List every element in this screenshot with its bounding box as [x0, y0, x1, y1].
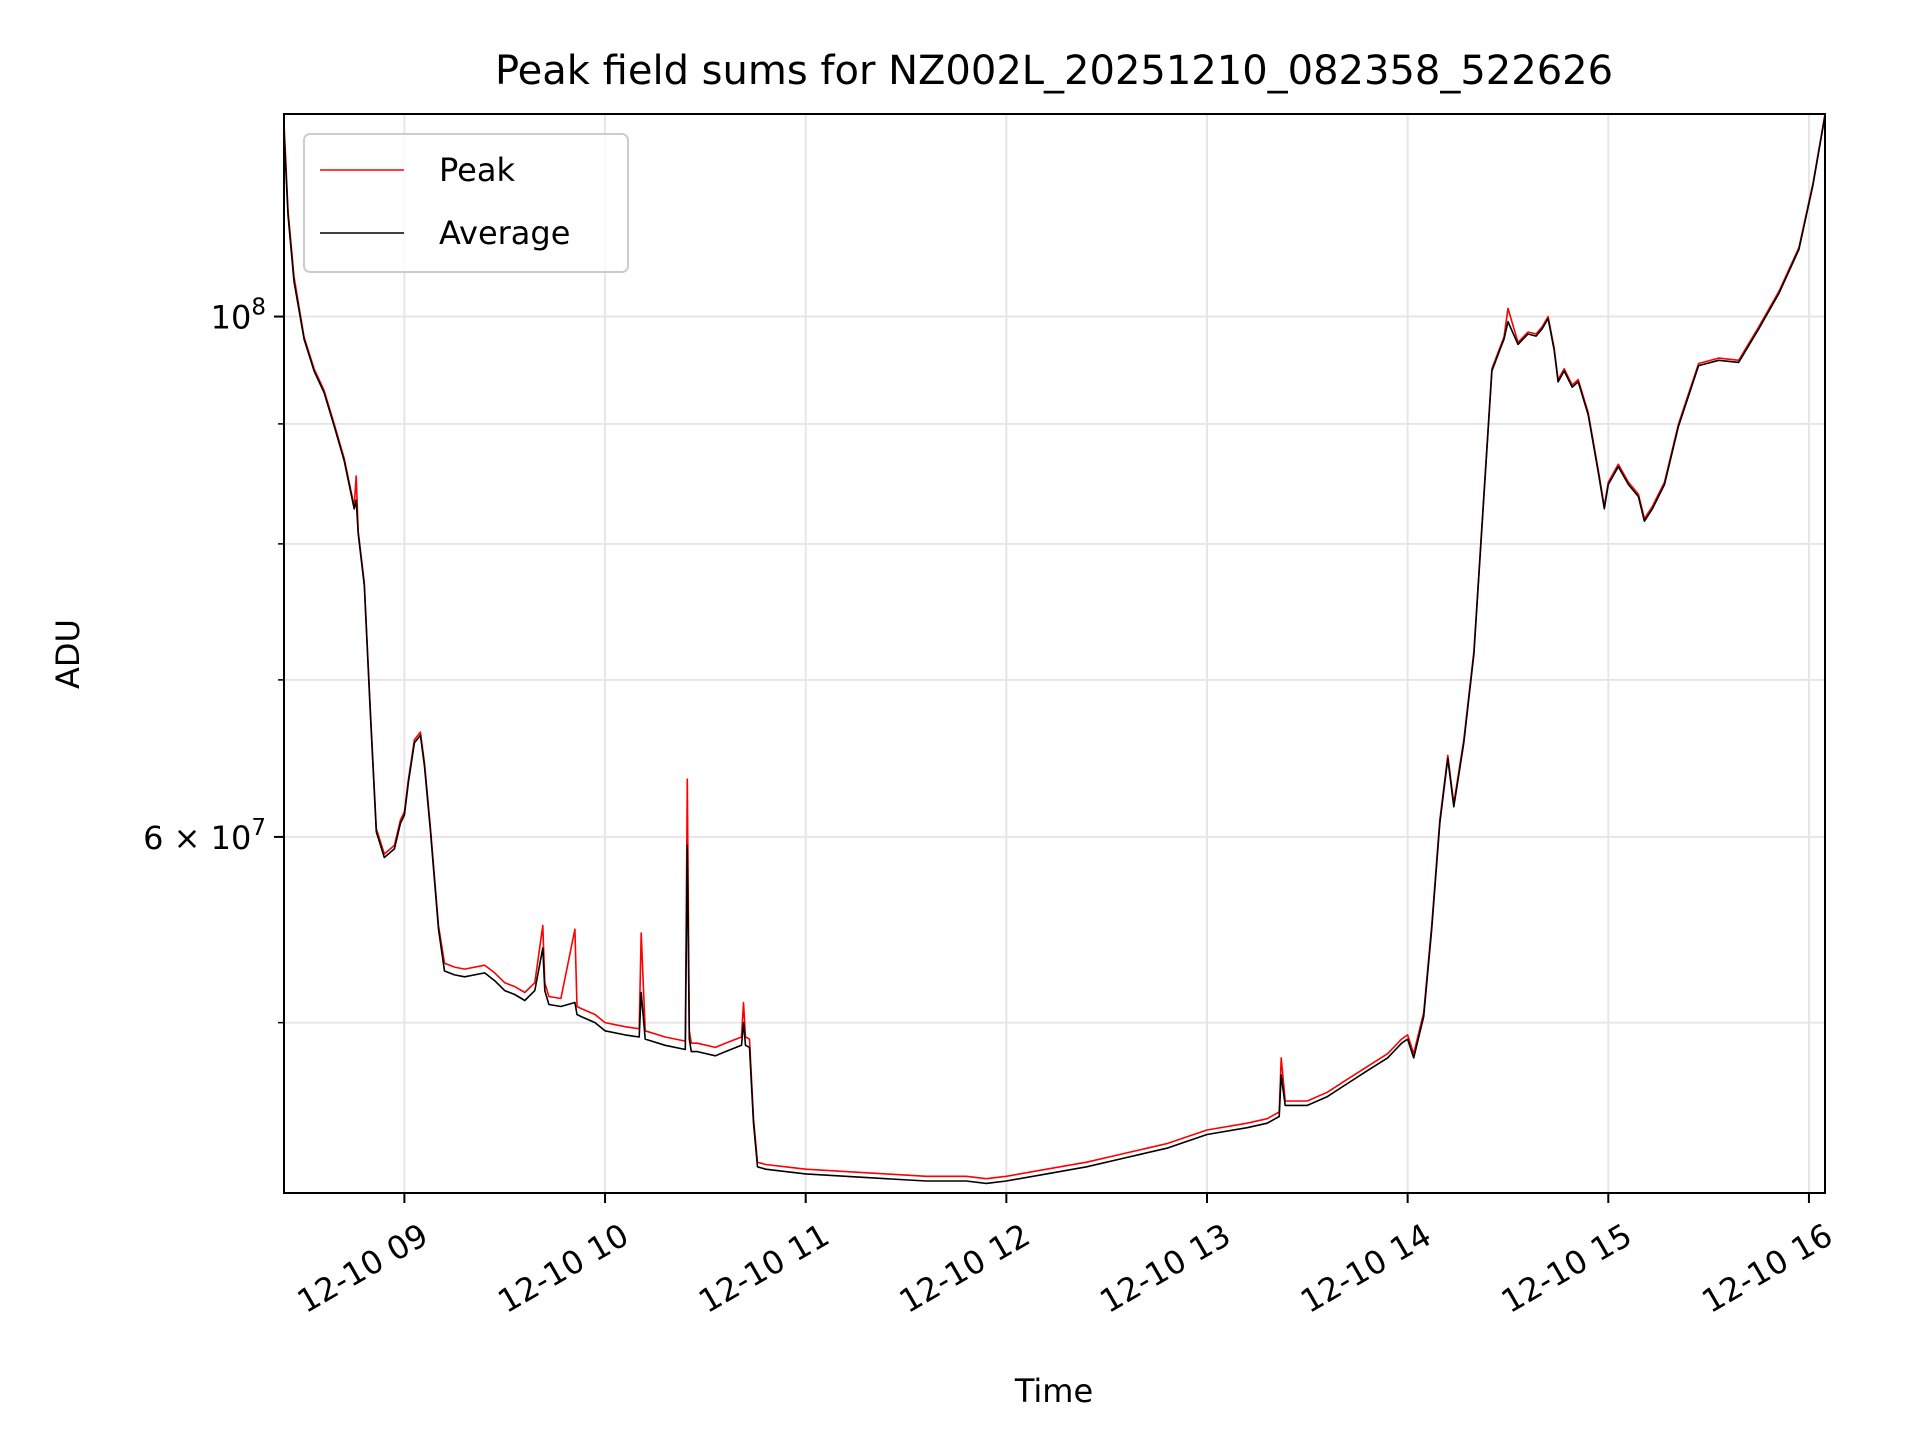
- y-tick-label: 6 × 107: [143, 815, 266, 857]
- legend-peak-label: Peak: [439, 151, 515, 189]
- series-lines: [284, 114, 1825, 1185]
- x-axis-label: Time: [1014, 1372, 1093, 1410]
- plot-frame: [283, 113, 1826, 1194]
- legend-average-label: Average: [439, 214, 570, 252]
- y-axis-label: ADU: [49, 619, 87, 689]
- grid: [284, 114, 1825, 1193]
- y-tick-label: 108: [211, 295, 266, 337]
- series-line-average: [284, 115, 1825, 1185]
- chart-title: Peak field sums for NZ002L_20251210_0823…: [495, 48, 1613, 94]
- legend: Peak Average: [303, 133, 629, 273]
- legend-box: [303, 133, 629, 273]
- y-axis: 108 6 × 107: [143, 295, 284, 1024]
